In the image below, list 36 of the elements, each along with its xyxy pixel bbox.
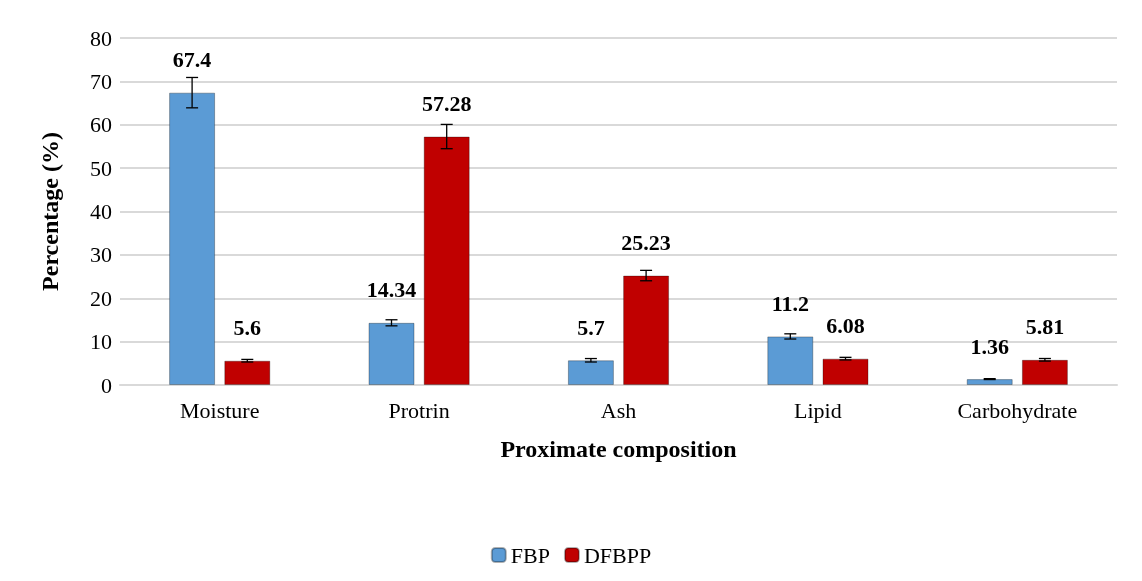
x-tick-label: Protrin — [388, 397, 450, 423]
x-tick-label: Ash — [600, 397, 637, 423]
data-label: 6.08 — [826, 313, 865, 339]
bar — [1021, 359, 1068, 385]
x-tick-label: Moisture — [179, 397, 260, 423]
y-tick-label: 80 — [90, 25, 112, 51]
y-tick-label: 20 — [90, 285, 112, 311]
y-axis-title: Percentage (%) — [37, 132, 63, 291]
data-label: 11.2 — [771, 290, 809, 316]
data-label: 57.28 — [421, 91, 472, 117]
y-tick-label: 70 — [90, 68, 112, 94]
legend-label: FBP — [510, 542, 550, 568]
x-tick-label: Carbohydrate — [957, 397, 1078, 423]
bar — [623, 275, 670, 385]
bar — [567, 360, 614, 385]
y-tick-label: 0 — [101, 372, 112, 398]
bar — [368, 322, 415, 385]
data-label: 1.36 — [970, 333, 1009, 359]
data-label: 67.4 — [172, 47, 212, 73]
x-tick-label: Lipid — [794, 397, 842, 423]
y-tick-label: 50 — [90, 155, 112, 181]
bar — [822, 358, 869, 385]
data-label: 25.23 — [621, 230, 671, 256]
data-label: 5.7 — [577, 314, 605, 340]
bar — [224, 360, 271, 385]
data-label: 5.81 — [1025, 314, 1065, 340]
x-axis-title: Proximate composition — [500, 436, 737, 462]
data-label: 14.34 — [366, 277, 417, 303]
y-tick-label: 40 — [90, 199, 112, 224]
legend-label: DFBPP — [583, 542, 652, 568]
bar — [767, 336, 814, 385]
y-tick-label: 30 — [90, 242, 112, 268]
y-tick-label: 60 — [90, 112, 112, 138]
y-tick-label: 10 — [90, 329, 112, 355]
bar — [966, 379, 1013, 385]
data-label: 5.6 — [233, 315, 262, 341]
